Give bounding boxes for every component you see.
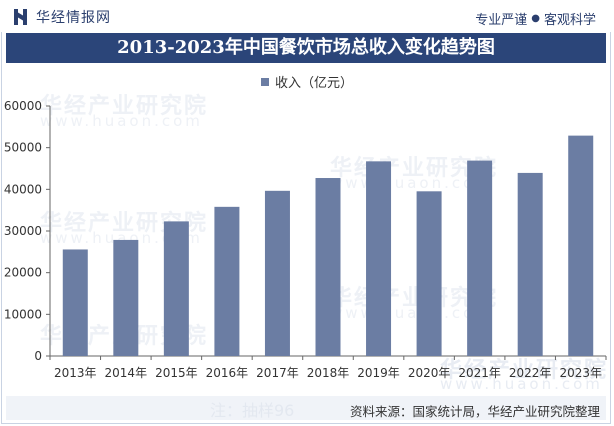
x-tick-label: 2019年 <box>357 366 400 380</box>
x-tick-label: 2018年 <box>307 366 350 380</box>
x-tick-label: 2015年 <box>155 366 198 380</box>
bar <box>264 190 290 356</box>
bar <box>163 221 189 356</box>
y-tick-label: 30000 <box>4 224 42 238</box>
brand: 华经情报网 <box>14 7 111 27</box>
brand-logo-icon <box>14 9 28 25</box>
bar <box>517 172 543 356</box>
slogan-right: 客观科学 <box>543 13 596 28</box>
x-tick-label: 2023年 <box>559 366 602 380</box>
bar <box>416 191 442 356</box>
dot-separator-icon: ● <box>531 13 540 24</box>
bar <box>113 239 139 356</box>
brand-name: 华经情报网 <box>36 10 111 26</box>
x-tick-label: 2020年 <box>408 366 451 380</box>
bar <box>568 135 594 356</box>
legend: 收入（亿元） <box>0 72 614 91</box>
top-bar: 华经情报网 专业严谨 ● 客观科学 <box>0 0 612 32</box>
slogan: 专业严谨 ● 客观科学 <box>475 9 596 28</box>
x-tick-label: 2014年 <box>105 366 148 380</box>
y-tick-label: 40000 <box>4 182 42 196</box>
footer-note: 注：抽样96 <box>210 401 295 420</box>
x-tick-label: 2017年 <box>256 366 299 380</box>
y-tick-label: 60000 <box>4 99 42 113</box>
x-tick-label: 2022年 <box>509 366 552 380</box>
bar <box>366 161 392 356</box>
y-tick-label: 0 <box>34 349 42 363</box>
source-text: 资料来源：国家统计局，华经产业研究院整理 <box>349 404 600 419</box>
bar <box>214 206 240 356</box>
y-tick-label: 50000 <box>4 141 42 155</box>
x-tick-label: 2016年 <box>206 366 249 380</box>
x-tick-label: 2013年 <box>54 366 97 380</box>
bar <box>467 160 493 356</box>
chart-title: 2013-2023年中国餐饮市场总收入变化趋势图 <box>6 33 606 63</box>
y-tick-label: 10000 <box>4 307 42 321</box>
footer <box>6 396 606 420</box>
legend-label: 收入（亿元） <box>274 76 353 91</box>
legend-swatch <box>260 77 269 86</box>
bar <box>62 249 88 356</box>
slogan-left: 专业严谨 <box>475 13 528 28</box>
x-tick-label: 2021年 <box>458 366 501 380</box>
y-tick-label: 20000 <box>4 266 42 280</box>
bar <box>315 178 341 356</box>
